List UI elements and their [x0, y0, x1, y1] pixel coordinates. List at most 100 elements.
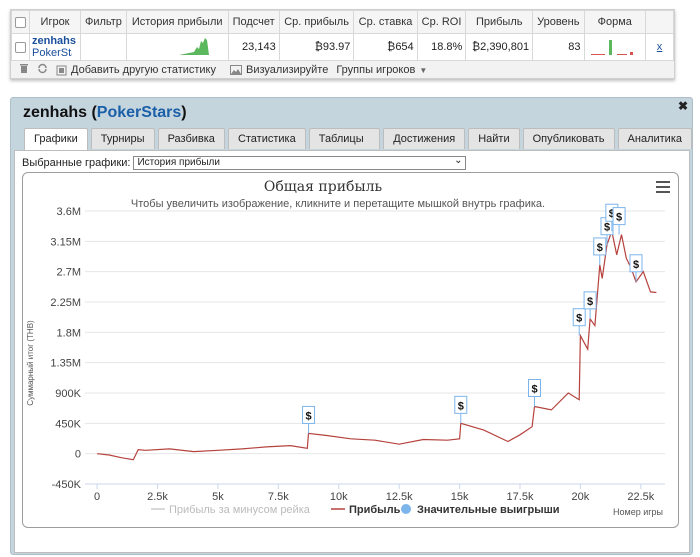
- chart-select[interactable]: История прибыли ⌄: [133, 155, 467, 170]
- chevron-down-icon: ▼: [419, 65, 428, 75]
- header-form[interactable]: Форма: [583, 10, 647, 34]
- y-tick-label: 900K: [55, 388, 81, 400]
- form-sparkline-cell: [583, 33, 647, 61]
- header-level[interactable]: Уровень: [532, 10, 585, 34]
- player-site-link[interactable]: PokerStars: [32, 47, 72, 59]
- big-win-flag: [593, 237, 607, 256]
- player-groups-label: Группы игроков: [336, 64, 416, 76]
- profit-chart[interactable]: -450K 0 450K 900K 1.35M 1.8M 2.25M 2.7M 3.15M 3.6…: [22, 172, 679, 528]
- big-win-label: $: [633, 259, 639, 271]
- y-tick-label: 2.7M: [57, 267, 81, 279]
- panel-tabs: Графики Турниры Разбивка Статистика Табл…: [24, 128, 692, 165]
- title-player: zenhahs: [23, 104, 88, 121]
- header-player[interactable]: Игрок: [28, 10, 82, 34]
- big-win-flag: [583, 291, 597, 310]
- chevron-down-icon: ⌄: [454, 155, 463, 166]
- big-win-label: $: [604, 222, 610, 234]
- x-tick-label: 20k: [572, 491, 590, 503]
- row-checkbox-cell[interactable]: [11, 33, 30, 61]
- player-cell: zenhahs PokerStars: [28, 33, 82, 61]
- select-all-checkbox[interactable]: [15, 16, 26, 28]
- chart-subtitle: Чтобы увеличить изображение, кликните и …: [131, 198, 545, 210]
- x-tick-label: 22.5k: [627, 491, 654, 503]
- big-win-flag: [612, 207, 626, 226]
- tab-tournaments[interactable]: Турниры: [90, 128, 155, 149]
- tab-achievements[interactable]: Достижения: [383, 128, 466, 149]
- legend-item[interactable]: Прибыль: [331, 504, 401, 516]
- select-all-header[interactable]: [11, 10, 30, 34]
- table-row: zenhahs PokerStars 23,143 ₿93.97 ₿654 18…: [11, 33, 674, 61]
- tab-analytics[interactable]: Аналитика: [617, 128, 692, 149]
- stats-table: Игрок Фильтр История прибыли Подсчет Ср.…: [11, 10, 674, 61]
- big-win-marker: $: [528, 378, 541, 407]
- header-avg-stake[interactable]: Ср. ставка: [353, 10, 418, 34]
- big-win-marker: $: [593, 237, 607, 265]
- big-win-flag: [302, 405, 316, 424]
- header-avg-roi[interactable]: Ср. ROI: [416, 10, 467, 34]
- tab-leaderboards[interactable]: Таблицы лидеров: [308, 128, 381, 165]
- big-win-label: $: [609, 208, 615, 220]
- close-icon[interactable]: ✖: [677, 99, 688, 113]
- header-filter[interactable]: Фильтр: [80, 10, 127, 34]
- row-checkbox[interactable]: [15, 41, 26, 53]
- chart-select-label: Выбранные графики:: [22, 157, 131, 169]
- x-tick-label: 7.5k: [268, 491, 289, 503]
- chart-svg[interactable]: -450K 0 450K 900K 1.35M 1.8M 2.25M 2.7M 3.15M 3.6…: [23, 173, 678, 527]
- x-tick-label: 10k: [330, 491, 348, 503]
- big-win-marker: $: [572, 308, 586, 336]
- player-panel: ✖ zenhahs (PokerStars) Графики Турниры Р…: [10, 97, 693, 555]
- y-tick-label: 1.8M: [57, 327, 81, 339]
- title-site-link[interactable]: PokerStars: [96, 104, 182, 121]
- trash-icon[interactable]: [19, 63, 29, 77]
- add-statistic-label: Добавить другую статистику: [71, 64, 216, 76]
- filter-cell[interactable]: [80, 33, 127, 61]
- big-win-flag: [572, 308, 586, 327]
- page-title: zenhahs (PokerStars): [23, 104, 187, 122]
- visualize-button[interactable]: Визуализируйте: [230, 64, 328, 76]
- add-statistic-button[interactable]: Добавить другую статистику: [56, 64, 216, 76]
- refresh-icon[interactable]: [37, 63, 48, 77]
- visualize-label: Визуализируйте: [246, 64, 329, 76]
- stats-header-row: Игрок Фильтр История прибыли Подсчет Ср.…: [11, 10, 674, 34]
- header-profit-history[interactable]: История прибыли: [125, 10, 229, 34]
- big-win-flag: [454, 395, 468, 414]
- y-tick-label: 1.35M: [50, 358, 81, 370]
- avg-profit-value: ₿93.97: [278, 33, 355, 61]
- tab-charts[interactable]: Графики: [24, 128, 88, 151]
- y-tick-label: 450K: [55, 418, 81, 430]
- tab-content: Выбранные графики: История прибыли ⌄ -45…: [14, 150, 690, 553]
- legend-item-label: Прибыль за минусом рейка: [169, 504, 311, 516]
- chart-menu-icon[interactable]: [656, 181, 670, 193]
- big-win-marker: $: [302, 405, 316, 434]
- x-tick-label: 12.5k: [386, 491, 413, 503]
- legend-item-label: Значительные выигрыши: [417, 504, 560, 516]
- remove-cell: x: [645, 33, 674, 61]
- tab-statistics[interactable]: Статистика: [227, 128, 306, 149]
- big-win-label: $: [597, 242, 603, 254]
- tab-breakdown[interactable]: Разбивка: [157, 128, 225, 149]
- tab-publish[interactable]: Опубликовать: [522, 128, 615, 149]
- avg-roi-value: 18.8%: [416, 33, 467, 61]
- level-value: 83: [532, 33, 585, 61]
- tab-find[interactable]: Найти: [468, 128, 520, 149]
- legend-item[interactable]: Значительные выигрыши: [401, 504, 560, 516]
- chart-title: Общая прибыль: [264, 179, 383, 195]
- big-win-label: $: [458, 400, 464, 412]
- remove-player-link[interactable]: x: [656, 41, 663, 53]
- legend-item[interactable]: Прибыль за минусом рейка: [151, 504, 311, 516]
- player-groups-dropdown[interactable]: Группы игроков ▼: [336, 64, 427, 76]
- profit-value: ₿2,390,801: [465, 33, 534, 61]
- header-count[interactable]: Подсчет: [227, 10, 280, 34]
- y-axis-label: Суммарный итог (ТНВ): [26, 320, 35, 406]
- legend-item-label: Прибыль: [349, 504, 401, 516]
- form-sparkline: [590, 39, 633, 55]
- x-axis-label: Номер игры: [613, 507, 663, 517]
- big-win-label: $: [587, 296, 593, 308]
- player-name-link[interactable]: zenhahs: [32, 35, 77, 47]
- big-win-marker: $: [600, 217, 614, 245]
- big-win-marker: $: [454, 395, 468, 424]
- x-tick-label: 17.5k: [507, 491, 534, 503]
- header-profit[interactable]: Прибыль: [465, 10, 534, 34]
- big-win-label: $: [531, 383, 537, 395]
- header-avg-profit[interactable]: Ср. прибыль: [278, 10, 355, 34]
